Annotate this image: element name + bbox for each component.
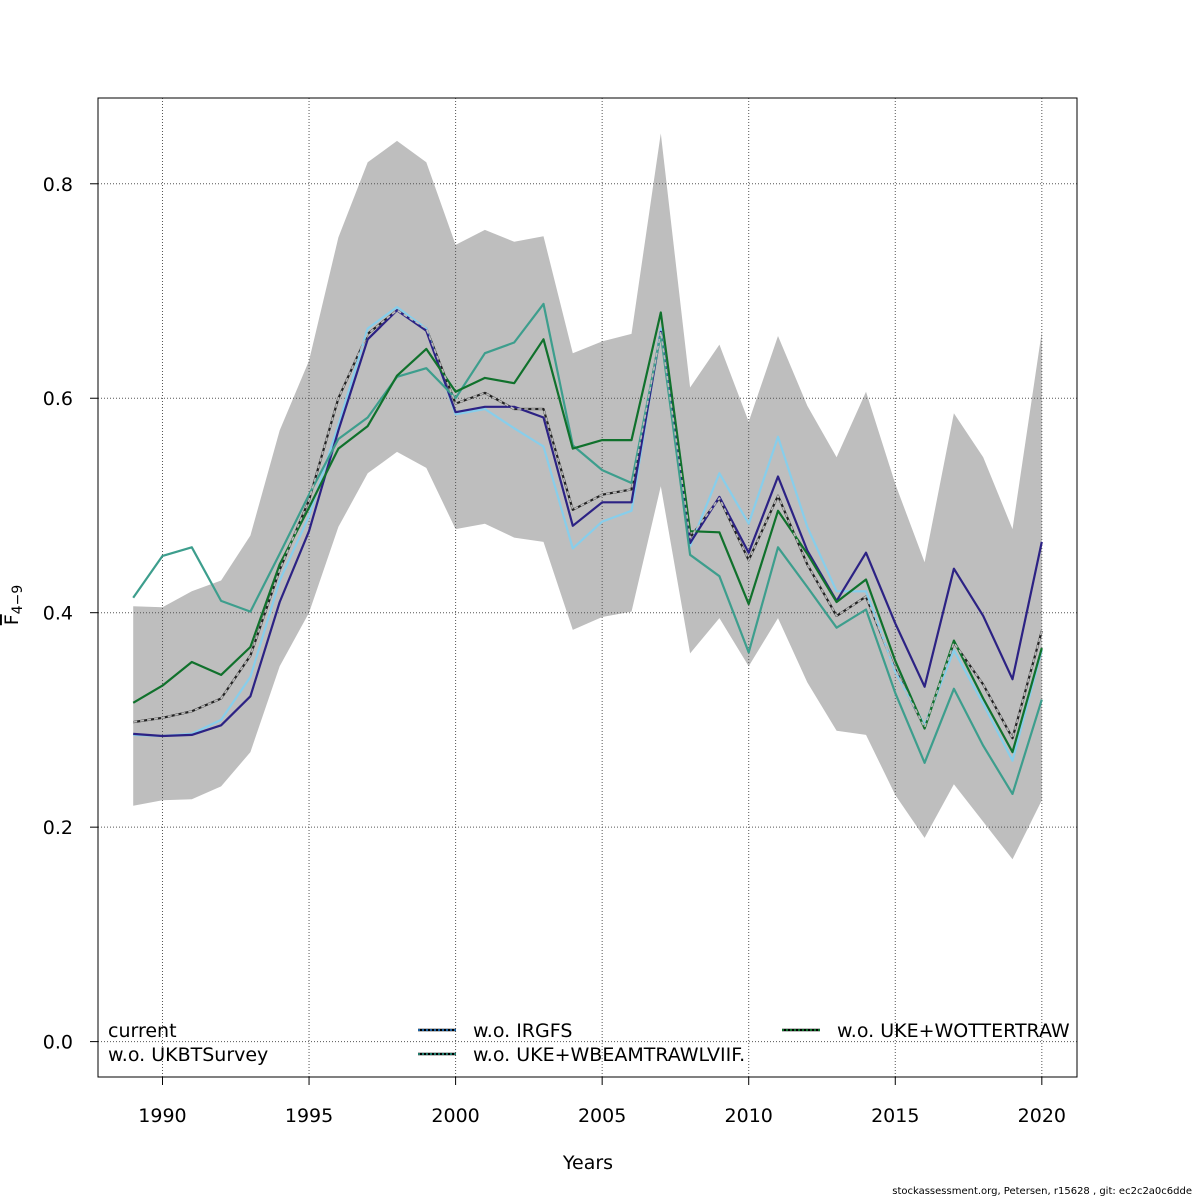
legend-label: w.o. IRGFS bbox=[473, 1020, 572, 1042]
footer-credit: stockassessment.org, Petersen, r15628 , … bbox=[892, 1186, 1192, 1197]
series-line-2 bbox=[133, 309, 1043, 738]
legend-label: w.o. UKE+WOTTERTRAW bbox=[837, 1020, 1070, 1042]
y-tick-label: 0.8 bbox=[43, 174, 73, 196]
series-line-1 bbox=[133, 306, 1043, 762]
x-tick-label: 2005 bbox=[578, 1105, 626, 1127]
y-axis-title-main: F bbox=[1, 614, 23, 625]
y-tick-label: 0.6 bbox=[43, 388, 73, 410]
plot-frame bbox=[97, 97, 1078, 1078]
legend-label: w.o. UKBTSurvey bbox=[108, 1044, 268, 1066]
y-tick-label: 0.2 bbox=[43, 817, 73, 839]
y-tick-label: 0.0 bbox=[43, 1032, 73, 1054]
legend-label: w.o. UKE+WBEAMTRAWLVIIF. bbox=[473, 1044, 745, 1066]
x-axis-title: Years bbox=[562, 1152, 613, 1174]
confidence-band bbox=[133, 133, 1042, 860]
y-tick-label: 0.4 bbox=[43, 603, 73, 625]
series-line-4 bbox=[132, 311, 1043, 754]
legend-label: current bbox=[108, 1020, 177, 1042]
x-tick-label: 2020 bbox=[1018, 1105, 1066, 1127]
x-tick-label: 1990 bbox=[138, 1105, 186, 1127]
y-axis-title-group: F4−9 bbox=[1, 585, 26, 625]
series-line-5 bbox=[133, 309, 1043, 740]
x-tick-label: 2000 bbox=[431, 1105, 479, 1127]
x-tick-label: 2015 bbox=[871, 1105, 919, 1127]
y-axis-title-sub: 4−9 bbox=[10, 585, 26, 615]
y-axis-title: F4−9 bbox=[1, 585, 26, 625]
x-tick-label: 2010 bbox=[725, 1105, 773, 1127]
series-line-3 bbox=[132, 302, 1043, 796]
x-tick-label: 1995 bbox=[285, 1105, 333, 1127]
